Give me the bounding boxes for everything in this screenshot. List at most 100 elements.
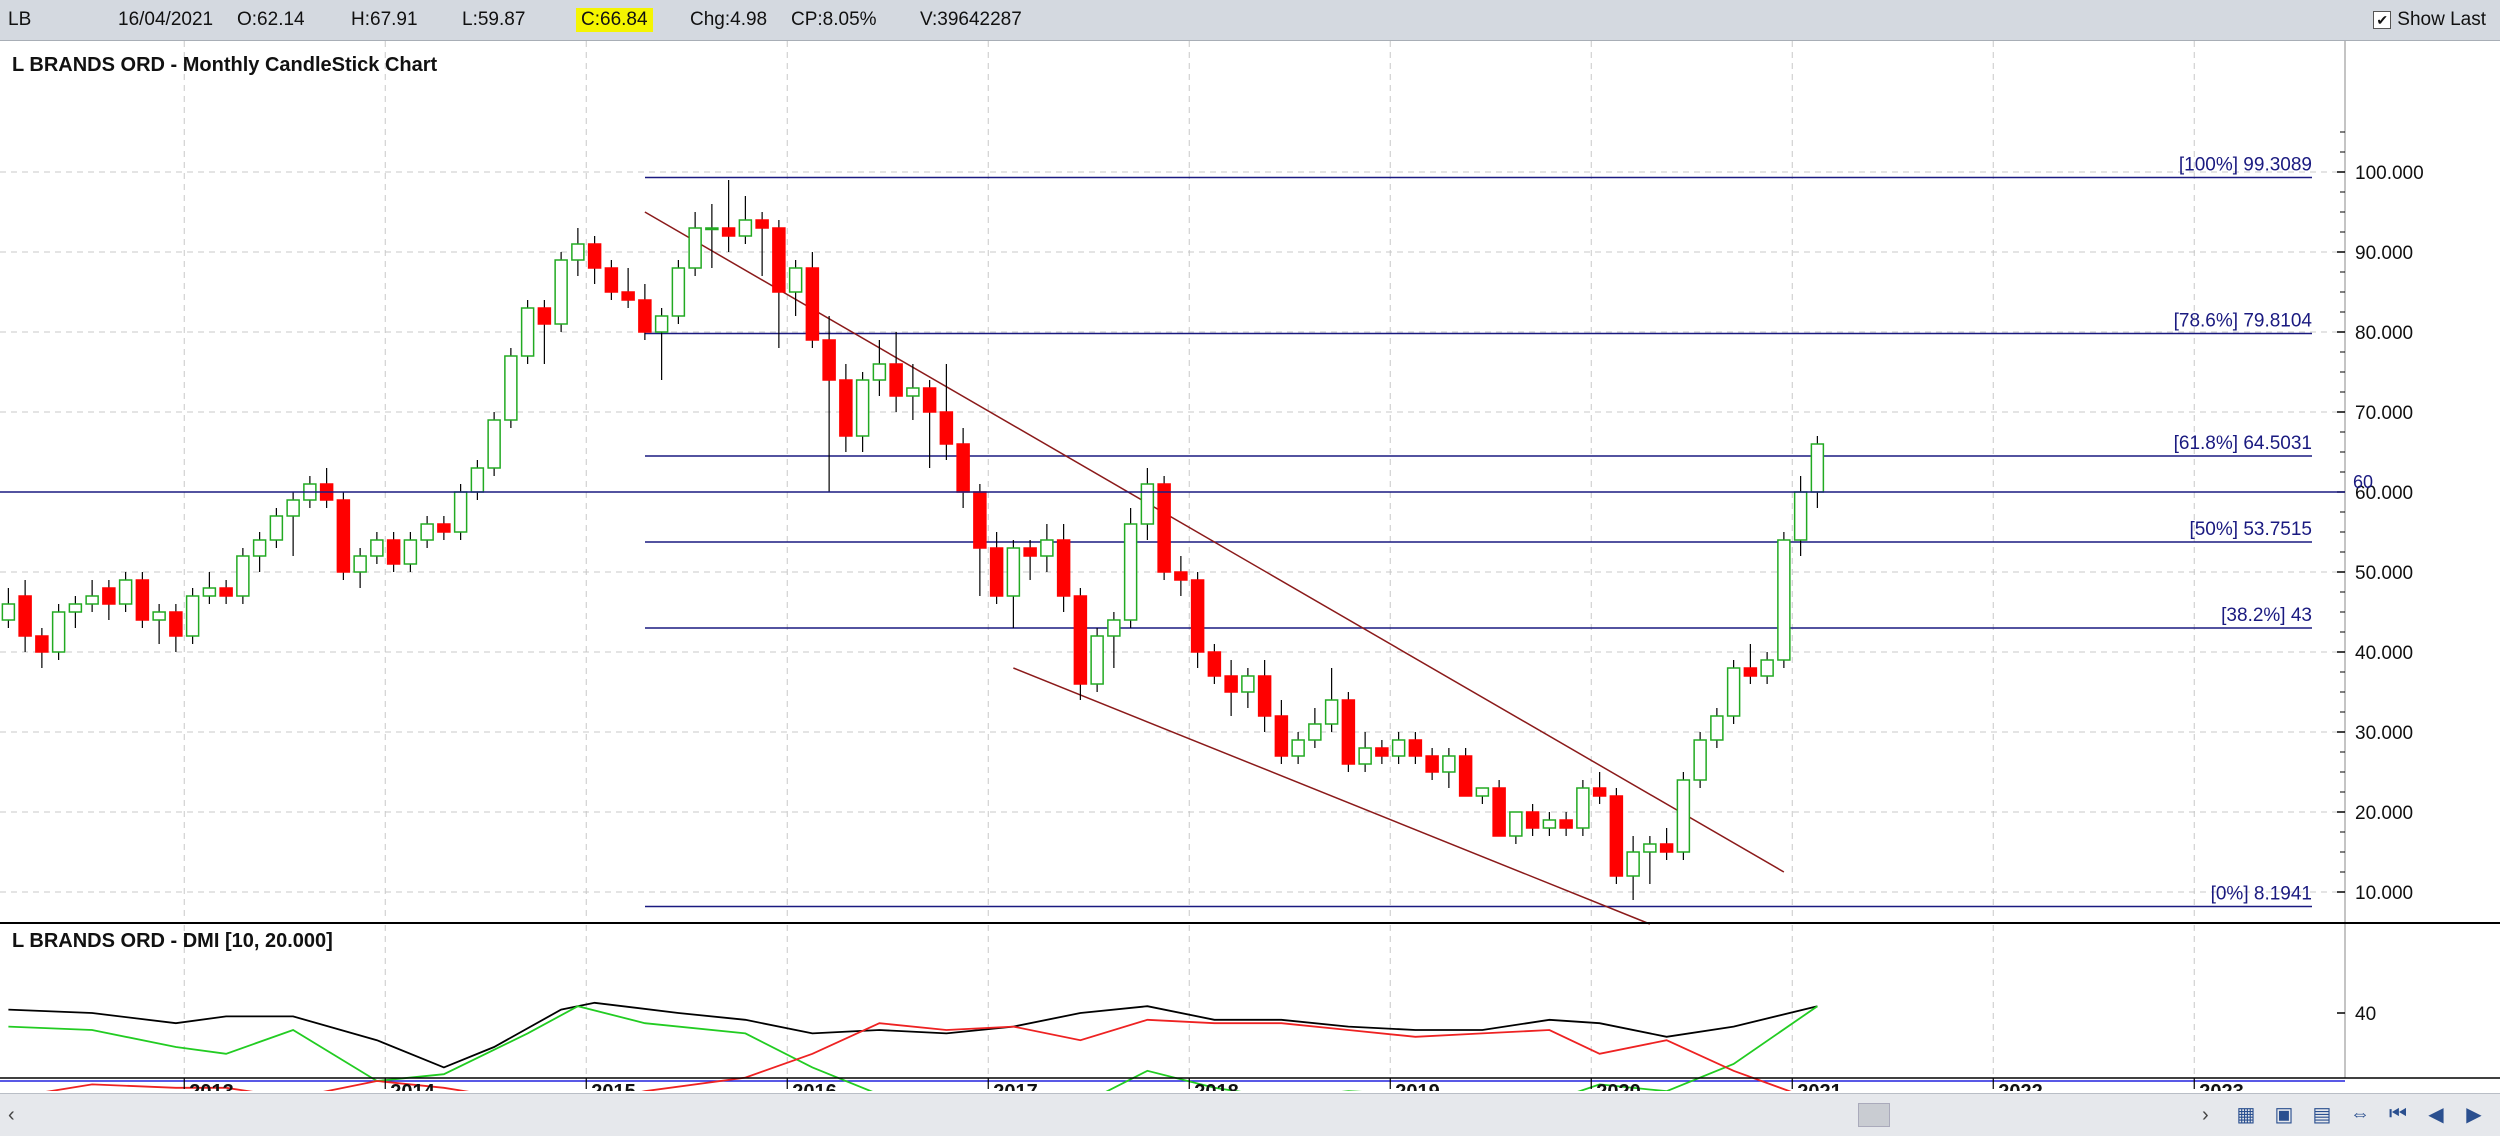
candle[interactable] bbox=[1743, 644, 1758, 684]
candle[interactable] bbox=[1006, 540, 1021, 628]
prev-icon[interactable]: ◀ bbox=[2428, 1103, 2444, 1126]
candle[interactable] bbox=[1408, 732, 1423, 764]
chart-settings-icon[interactable]: ▦ bbox=[2236, 1103, 2256, 1126]
candle[interactable] bbox=[939, 364, 954, 460]
candle[interactable] bbox=[269, 508, 284, 548]
scroll-left-arrow-icon[interactable]: ‹ bbox=[8, 1104, 15, 1126]
candle[interactable] bbox=[537, 300, 552, 364]
candle[interactable] bbox=[1693, 732, 1707, 788]
candle[interactable] bbox=[738, 196, 753, 244]
candle[interactable] bbox=[118, 572, 133, 612]
candle[interactable] bbox=[1157, 476, 1171, 580]
candle[interactable] bbox=[1274, 700, 1289, 764]
candle[interactable] bbox=[1659, 828, 1674, 860]
candle[interactable] bbox=[169, 604, 183, 652]
checkbox-check-icon[interactable]: ✔ bbox=[2373, 11, 2392, 29]
candle[interactable] bbox=[1760, 652, 1774, 684]
candle[interactable] bbox=[1375, 740, 1389, 764]
candle[interactable] bbox=[102, 580, 116, 620]
candle[interactable] bbox=[1793, 476, 1808, 556]
candle[interactable] bbox=[1140, 468, 1155, 540]
candle[interactable] bbox=[721, 180, 736, 252]
candle[interactable] bbox=[1224, 660, 1238, 716]
candle[interactable] bbox=[1492, 780, 1506, 837]
chart-print-icon[interactable]: ▤ bbox=[2312, 1103, 2332, 1126]
candle[interactable] bbox=[18, 580, 32, 652]
candle[interactable] bbox=[1509, 811, 1523, 844]
candle[interactable] bbox=[1190, 572, 1205, 668]
candle[interactable] bbox=[520, 300, 535, 364]
candle[interactable] bbox=[872, 340, 887, 396]
candle[interactable] bbox=[654, 308, 669, 380]
candle[interactable] bbox=[353, 548, 367, 588]
candle[interactable] bbox=[855, 372, 870, 452]
candle[interactable] bbox=[219, 580, 233, 604]
candle[interactable] bbox=[35, 628, 49, 668]
candle[interactable] bbox=[403, 532, 418, 572]
candle[interactable] bbox=[822, 316, 836, 492]
candle[interactable] bbox=[906, 364, 920, 420]
candle[interactable] bbox=[1425, 748, 1439, 780]
candle[interactable] bbox=[1090, 628, 1104, 692]
candle[interactable] bbox=[839, 364, 853, 452]
candle[interactable] bbox=[554, 252, 568, 332]
candle[interactable] bbox=[135, 572, 150, 628]
candle[interactable] bbox=[1458, 748, 1473, 797]
candle[interactable] bbox=[1174, 556, 1188, 596]
candle[interactable] bbox=[185, 588, 200, 644]
candle[interactable] bbox=[1777, 532, 1791, 668]
candle[interactable] bbox=[922, 380, 937, 468]
candle[interactable] bbox=[1308, 708, 1322, 748]
first-icon[interactable]: ⏮ bbox=[2389, 1102, 2407, 1125]
candle[interactable] bbox=[587, 236, 602, 284]
candle[interactable] bbox=[1609, 788, 1624, 884]
candle[interactable] bbox=[1040, 524, 1054, 572]
candle[interactable] bbox=[1073, 588, 1088, 700]
candle[interactable] bbox=[1291, 732, 1305, 764]
candle[interactable] bbox=[386, 532, 401, 572]
candle[interactable] bbox=[252, 532, 267, 572]
candle[interactable] bbox=[1559, 812, 1573, 836]
candle[interactable] bbox=[437, 516, 451, 540]
candle[interactable] bbox=[1643, 836, 1657, 884]
candle[interactable] bbox=[1257, 660, 1272, 732]
candle[interactable] bbox=[1676, 772, 1691, 860]
chart-area[interactable]: L BRANDS ORD - Monthly CandleStick Chart… bbox=[0, 41, 2500, 1091]
candle[interactable] bbox=[1241, 668, 1255, 708]
candle[interactable] bbox=[1525, 804, 1540, 836]
scroll-right-arrow-icon[interactable]: › bbox=[2202, 1104, 2209, 1126]
candle[interactable] bbox=[1056, 524, 1071, 612]
candle[interactable] bbox=[1442, 748, 1456, 788]
scrollbar-thumb[interactable] bbox=[1858, 1103, 1890, 1127]
candle[interactable] bbox=[68, 596, 83, 628]
candle[interactable] bbox=[85, 580, 99, 612]
candle[interactable] bbox=[487, 412, 501, 476]
zoom-out-icon[interactable]: ⇔ bbox=[2350, 1102, 2370, 1125]
candle[interactable] bbox=[1475, 787, 1490, 804]
candle[interactable] bbox=[889, 332, 903, 412]
candle[interactable] bbox=[1710, 708, 1724, 748]
candle[interactable] bbox=[1324, 668, 1339, 732]
candle[interactable] bbox=[1341, 692, 1356, 772]
candle[interactable] bbox=[1726, 660, 1741, 724]
candle[interactable] bbox=[705, 204, 719, 268]
candle[interactable] bbox=[638, 284, 652, 340]
candle[interactable] bbox=[286, 492, 300, 556]
candle[interactable] bbox=[202, 572, 217, 604]
candle[interactable] bbox=[621, 268, 635, 308]
candle[interactable] bbox=[236, 548, 250, 604]
candle[interactable] bbox=[571, 228, 585, 276]
candle[interactable] bbox=[1626, 836, 1640, 900]
candle[interactable] bbox=[1207, 644, 1222, 684]
next-icon[interactable]: ▶ bbox=[2466, 1103, 2482, 1126]
candle[interactable] bbox=[51, 604, 66, 660]
candle[interactable] bbox=[336, 492, 351, 580]
candle[interactable] bbox=[1391, 732, 1406, 764]
candle[interactable] bbox=[604, 260, 619, 300]
candle[interactable] bbox=[504, 348, 518, 428]
chart-options-icon[interactable]: ▣ bbox=[2274, 1103, 2294, 1126]
candle[interactable] bbox=[989, 532, 1004, 604]
candle[interactable] bbox=[688, 212, 702, 276]
candle[interactable] bbox=[1542, 812, 1557, 836]
candle[interactable] bbox=[1023, 540, 1037, 580]
